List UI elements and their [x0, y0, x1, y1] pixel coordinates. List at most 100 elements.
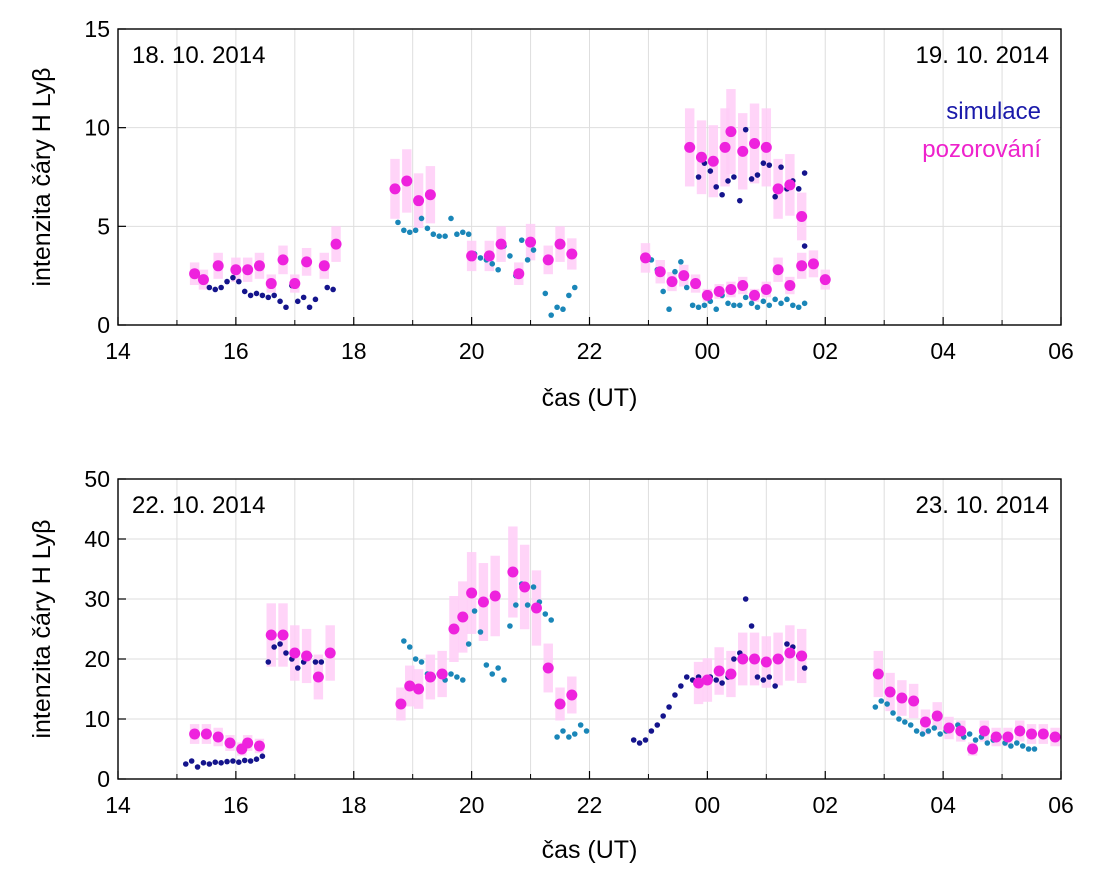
observation-point	[749, 137, 761, 149]
simulation-point	[401, 638, 407, 644]
observation-point	[312, 671, 324, 683]
observation-point	[489, 590, 501, 602]
simulation-point	[666, 704, 672, 710]
simulation-point	[271, 292, 277, 299]
observation-point	[807, 258, 819, 270]
x-tick-label: 22	[577, 792, 603, 818]
observation-point	[507, 566, 519, 578]
observation-point	[301, 256, 313, 268]
simulation-point	[660, 713, 666, 719]
observation-point	[990, 731, 1002, 743]
simulation-point	[265, 294, 272, 301]
plot-frame	[117, 478, 1062, 780]
simulation-point	[524, 257, 531, 263]
observation-point	[919, 716, 931, 728]
simulation-point	[265, 659, 272, 665]
observation-point	[189, 728, 201, 740]
observation-point	[784, 647, 796, 659]
simulation-point	[801, 170, 808, 176]
x-tick-label: 02	[812, 792, 838, 818]
simulation-point	[548, 312, 554, 318]
simulation-point	[719, 680, 725, 686]
observation-point	[978, 725, 990, 737]
observation-point	[737, 145, 749, 157]
simulation-point	[218, 760, 224, 766]
simulation-point	[542, 611, 549, 617]
observation-point	[1049, 731, 1061, 743]
simulation-point	[907, 722, 914, 728]
observation-point	[690, 278, 702, 290]
simulation-point	[984, 740, 991, 746]
x-tick-label: 14	[105, 338, 131, 364]
observation-point	[796, 210, 808, 222]
observation-point	[701, 674, 713, 686]
simulation-point	[566, 292, 572, 299]
simulation-point	[972, 737, 979, 743]
simulation-point	[436, 233, 443, 239]
simulation-point	[188, 758, 195, 764]
simulation-point	[406, 229, 413, 236]
simulation-point	[507, 253, 513, 259]
observation-point	[466, 250, 478, 262]
observation-point	[477, 596, 489, 608]
y-tick-label: 5	[97, 213, 110, 239]
simulation-point	[395, 219, 401, 226]
observation-point	[749, 289, 761, 301]
simulation-point	[748, 300, 755, 307]
simulation-point	[430, 231, 437, 238]
simulation-point	[560, 728, 566, 734]
observation-point	[324, 647, 336, 659]
simulation-point	[571, 731, 578, 737]
simulation-point	[766, 302, 773, 309]
x-tick-label: 22	[577, 338, 603, 364]
observation-point	[760, 141, 772, 153]
observation-point	[654, 266, 666, 278]
observation-point	[737, 280, 749, 292]
observation-point	[212, 731, 224, 743]
simulation-point	[513, 602, 519, 608]
simulation-point	[330, 286, 336, 293]
simulation-point	[230, 274, 236, 281]
observation-point	[395, 698, 407, 710]
observation-point	[242, 737, 254, 749]
simulation-point	[253, 756, 260, 762]
observation-point	[896, 692, 908, 704]
observation-point	[819, 274, 831, 286]
y-tick-label: 40	[84, 526, 110, 552]
simulation-point	[801, 665, 808, 671]
simulation-point	[236, 759, 242, 765]
simulation-point	[754, 172, 761, 178]
observation-point	[707, 155, 719, 167]
simulation-point	[966, 731, 973, 737]
simulation-point	[312, 659, 319, 665]
simulation-point	[471, 608, 478, 614]
simulation-point	[742, 126, 749, 133]
observation-point	[772, 653, 784, 665]
simulation-point	[672, 268, 678, 275]
observation-point	[955, 725, 967, 737]
observation-point	[931, 710, 943, 722]
observation-point	[424, 189, 436, 201]
simulation-point	[465, 641, 472, 647]
simulation-point	[477, 629, 484, 635]
simulation-point	[742, 294, 749, 301]
simulation-point	[206, 284, 213, 291]
observation-point	[265, 278, 277, 290]
simulation-point	[406, 644, 413, 650]
observation-point	[1014, 725, 1026, 737]
observation-point	[967, 743, 979, 755]
simulation-point	[678, 259, 684, 265]
simulation-point	[412, 227, 419, 234]
x-axis-label: čas (UT)	[542, 836, 638, 864]
observation-point	[784, 179, 796, 191]
observation-point	[666, 276, 678, 288]
simulation-point	[241, 757, 248, 764]
simulation-point	[566, 734, 572, 740]
observation-point	[483, 250, 495, 262]
observation-point	[725, 283, 737, 295]
x-tick-label: 04	[930, 338, 956, 364]
simulation-point	[253, 290, 260, 297]
simulation-point	[448, 671, 454, 677]
simulation-point	[778, 300, 784, 307]
